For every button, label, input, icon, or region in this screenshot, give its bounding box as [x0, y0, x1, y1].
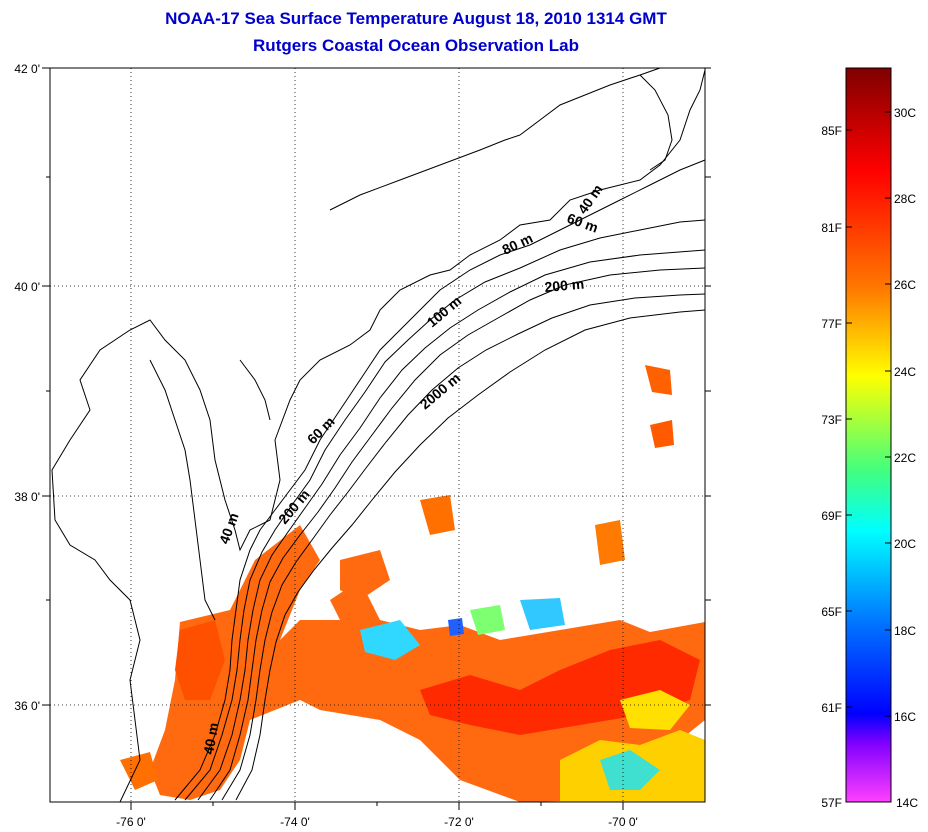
- colorbar-label-30c: 30C: [894, 106, 916, 120]
- contour-label-200m-ne: 200 m: [544, 276, 585, 295]
- sst-patch-north: [340, 550, 390, 600]
- axis-ticks: [42, 67, 711, 810]
- colorbar-label-22c: 22C: [894, 451, 916, 465]
- sst-patch-small3: [645, 365, 672, 395]
- colorbar-label-16c: 16C: [894, 710, 916, 724]
- contour-40m: [174, 159, 706, 801]
- lat-label-38: 38 0': [14, 490, 40, 504]
- lon-label-74: -74 0': [280, 815, 310, 829]
- contour-80m: [197, 249, 706, 801]
- map-subtitle: Rutgers Coastal Ocean Observation Lab: [253, 36, 579, 55]
- contour-100m: [209, 267, 706, 801]
- sst-patch-cyan2: [520, 598, 565, 630]
- colorbar-label-14c: 14C: [896, 796, 918, 810]
- colorbar-gradient: [845, 67, 892, 803]
- coastline-layer: [51, 67, 706, 803]
- lat-label-42: 42 0': [14, 62, 40, 76]
- sst-patch-small2: [595, 520, 625, 565]
- lat-labels: 42 0' 40 0' 38 0' 36 0': [14, 62, 40, 713]
- colorbar-f-labels: 85F 81F 77F 73F 69F 65F 61F 57F: [821, 124, 842, 810]
- sst-patch-small1: [420, 495, 455, 535]
- colorbar-label-61f: 61F: [821, 701, 842, 715]
- delaware-bay: [239, 359, 271, 421]
- chesapeake-bay: [149, 359, 216, 621]
- lon-label-76: -76 0': [116, 815, 146, 829]
- sst-patch-small5: [120, 752, 158, 790]
- contour-label-2000m: 2000 m: [417, 370, 464, 413]
- contour-label-80m: 80 m: [500, 230, 536, 258]
- contour-label-200m-mid: 200 m: [275, 486, 313, 527]
- colorbar-label-18c: 18C: [894, 624, 916, 638]
- lon-label-72: -72 0': [444, 815, 474, 829]
- map-title: NOAA-17 Sea Surface Temperature August 1…: [165, 9, 667, 28]
- colorbar-label-81f: 81F: [821, 221, 842, 235]
- colorbar-c-labels: 30C 28C 26C 24C 22C 20C 18C 16C 14C: [894, 106, 918, 810]
- contour-label-40m-south: 40 m: [200, 721, 221, 755]
- cape-cod: [639, 74, 673, 171]
- long-island: [329, 134, 521, 211]
- colorbar-label-24c: 24C: [894, 365, 916, 379]
- sst-data-layer: [120, 365, 705, 802]
- contour-200m: [221, 293, 706, 801]
- coast-ne: [519, 67, 661, 136]
- coastline-outer: [51, 69, 706, 803]
- sst-patch-small4: [650, 420, 674, 448]
- colorbar-label-57f: 57F: [821, 796, 842, 810]
- sst-patch-green: [470, 605, 505, 635]
- colorbar: 85F 81F 77F 73F 69F 65F 61F 57F 30C 28C …: [821, 67, 918, 810]
- contour-label-60m-mid: 60 m: [304, 413, 338, 447]
- sst-patch-cyan1: [360, 620, 420, 660]
- lon-label-70: -70 0': [608, 815, 638, 829]
- bathymetry-contours: [174, 159, 706, 801]
- colorbar-label-28c: 28C: [894, 192, 916, 206]
- lat-label-36: 36 0': [14, 699, 40, 713]
- contour-label-60m-ne: 60 m: [565, 210, 600, 236]
- contour-60m: [184, 219, 706, 801]
- contour-label-40m-ne: 40 m: [574, 181, 605, 216]
- contour-2000m: [235, 309, 706, 801]
- lat-label-40: 40 0': [14, 280, 40, 294]
- colorbar-label-65f: 65F: [821, 605, 842, 619]
- colorbar-f-ticks: [846, 129, 852, 708]
- colorbar-label-26c: 26C: [894, 278, 916, 292]
- sst-patch-west: [175, 620, 225, 700]
- lon-labels: -76 0' -74 0' -72 0' -70 0': [116, 815, 638, 829]
- colorbar-c-ticks: [885, 111, 891, 717]
- sst-patch-main: [150, 525, 705, 802]
- colorbar-label-77f: 77F: [821, 317, 842, 331]
- colorbar-label-69f: 69F: [821, 509, 842, 523]
- sst-patch-yellow: [620, 690, 690, 730]
- sst-patch-cool: [600, 750, 660, 790]
- sst-patch-blue: [448, 618, 464, 636]
- contour-label-100m: 100 m: [424, 293, 465, 331]
- colorbar-label-20c: 20C: [894, 537, 916, 551]
- colorbar-label-73f: 73F: [821, 413, 842, 427]
- colorbar-label-85f: 85F: [821, 124, 842, 138]
